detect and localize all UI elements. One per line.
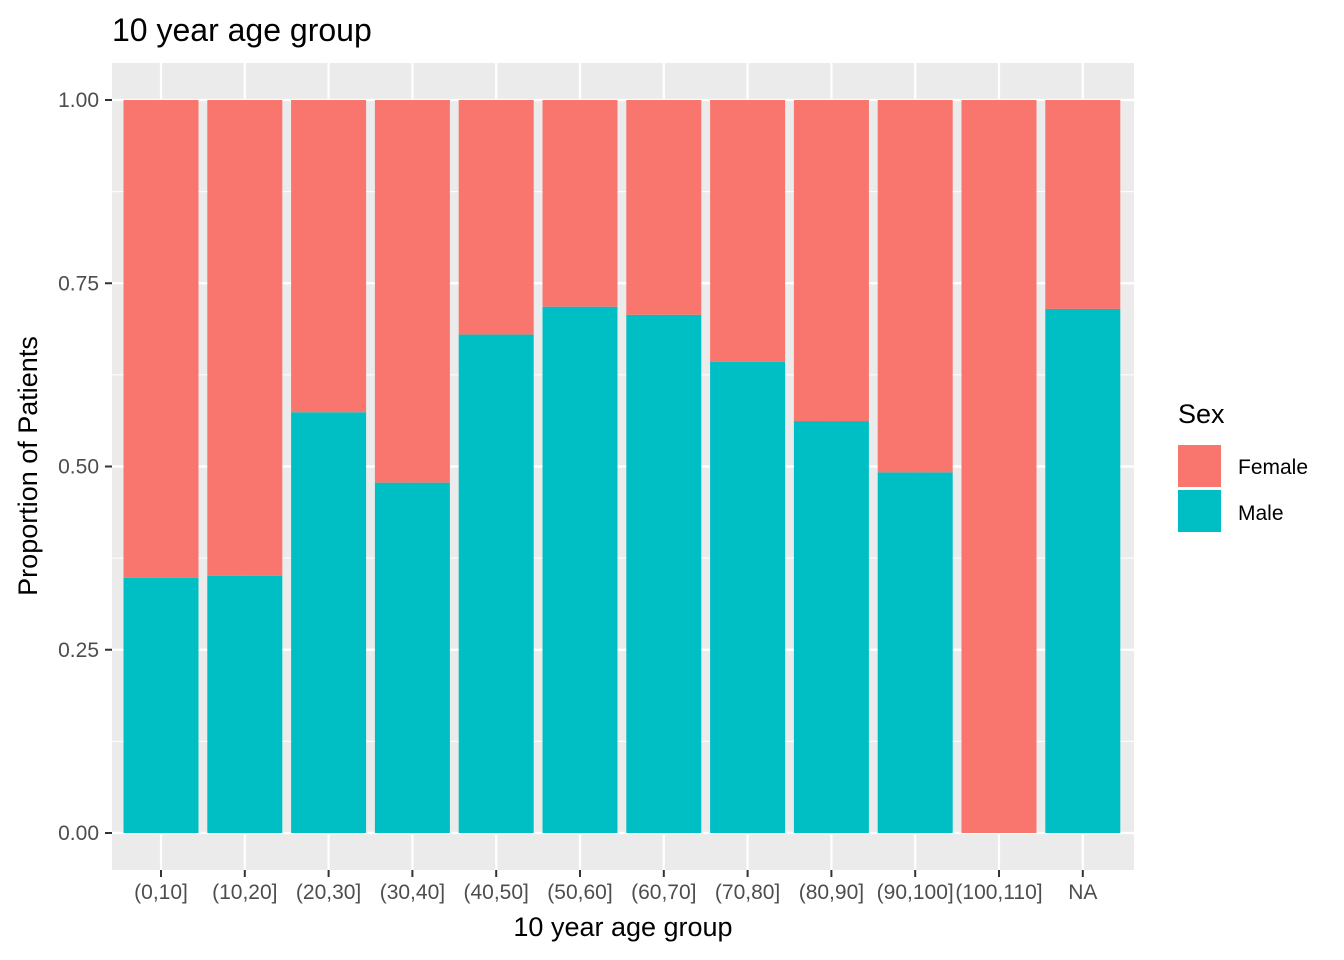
legend-swatch-male: [1178, 490, 1221, 532]
bar-female-5: [542, 100, 618, 307]
x-tick-label: (30,40]: [380, 881, 445, 904]
x-tick-label: (100,110]: [955, 881, 1042, 904]
bar-female-1: [207, 100, 283, 576]
x-tick-label: (50,60]: [547, 881, 612, 904]
x-tick-label: (40,50]: [464, 881, 529, 904]
bar-male-8: [793, 421, 869, 833]
bar-female-7: [710, 100, 786, 362]
bar-male-9: [877, 472, 953, 833]
bar-female-0: [123, 100, 199, 578]
legend-label-male: Male: [1238, 502, 1284, 525]
x-tick-label: (60,70]: [631, 881, 696, 904]
x-tick-label: (0,10]: [134, 881, 188, 904]
bar-male-1: [207, 575, 283, 833]
bar-male-0: [123, 577, 199, 833]
bars: [123, 100, 1121, 833]
bar-male-11: [1045, 308, 1121, 833]
x-axis: (0,10] (10,20] (20,30] (30,40] (40,50] (50,60…: [134, 870, 1097, 904]
x-tick-label: (10,20]: [212, 881, 277, 904]
bar-female-9: [877, 100, 953, 473]
x-tick-label: (70,80]: [715, 881, 780, 904]
bar-male-6: [626, 314, 702, 833]
bar-male-5: [542, 306, 618, 833]
bar-female-11: [1045, 100, 1121, 309]
x-axis-title: 10 year age group: [513, 912, 732, 942]
x-tick-label: NA: [1068, 881, 1097, 904]
y-tick-label: 0.75: [58, 272, 99, 295]
bar-male-7: [710, 361, 786, 833]
y-tick-label: 1.00: [58, 89, 99, 112]
bar-female-4: [458, 100, 534, 335]
bar-male-2: [291, 412, 367, 833]
legend-title: Sex: [1178, 399, 1225, 429]
legend-swatch-female: [1178, 445, 1221, 487]
bar-female-8: [793, 100, 869, 422]
bar-female-10: [961, 100, 1037, 833]
y-tick-label: 0.00: [58, 822, 99, 845]
x-tick-label: (20,30]: [296, 881, 361, 904]
chart-title: 10 year age group: [112, 12, 372, 48]
legend: Sex Female Male: [1178, 399, 1308, 532]
bar-female-6: [626, 100, 702, 315]
bar-male-4: [458, 334, 534, 833]
x-tick-label: (90,100]: [877, 881, 954, 904]
y-tick-label: 0.25: [58, 639, 99, 662]
y-axis-title: Proportion of Patients: [13, 336, 43, 596]
bar-female-2: [291, 100, 367, 413]
bar-male-3: [374, 482, 450, 833]
y-tick-label: 0.50: [58, 456, 99, 479]
x-tick-label: (80,90]: [799, 881, 864, 904]
bar-female-3: [374, 100, 450, 483]
y-axis: 0.00 0.25 0.50 0.75 1.00: [58, 89, 112, 845]
legend-label-female: Female: [1238, 456, 1308, 479]
